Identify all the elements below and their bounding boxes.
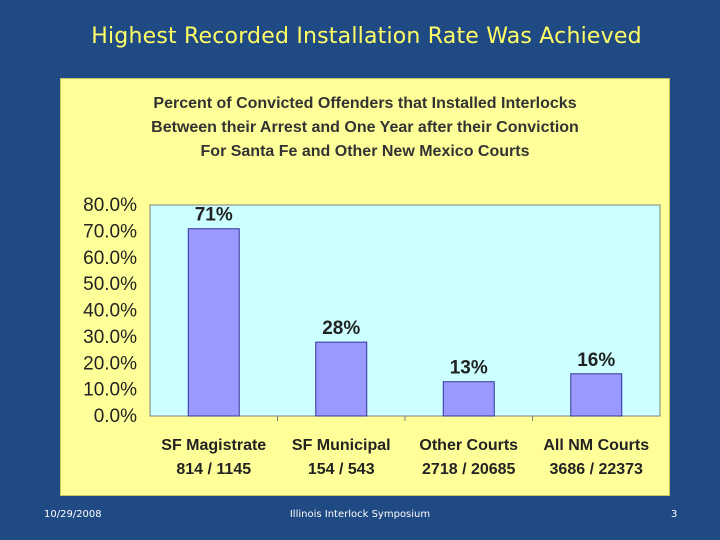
y-tick-label: 80.0% <box>83 195 137 216</box>
slide-title: Highest Recorded Installation Rate Was A… <box>91 24 642 49</box>
y-tick-label: 40.0% <box>83 301 137 322</box>
category-counts-label: 2718 / 20685 <box>422 461 516 478</box>
y-tick-label: 10.0% <box>83 380 137 401</box>
category-counts-label: 154 / 543 <box>308 461 375 478</box>
y-tick-label: 0.0% <box>94 406 137 427</box>
y-tick-label: 50.0% <box>83 274 137 295</box>
bar <box>187 228 240 417</box>
category-counts-label: 3686 / 22373 <box>550 461 644 478</box>
footer-date: 10/29/2008 <box>44 509 102 520</box>
bar <box>442 381 495 417</box>
y-tick-label: 60.0% <box>83 248 137 269</box>
data-label: 71% <box>195 205 233 226</box>
data-label: 16% <box>577 350 615 371</box>
bar <box>315 341 368 417</box>
y-tick-label: 20.0% <box>83 353 137 374</box>
chart-title-line-2: Between their Arrest and One Year after … <box>151 119 579 136</box>
category-label: Other Courts <box>419 437 518 454</box>
footer-event-name: Illinois Interlock Symposium <box>289 509 431 520</box>
data-label: 13% <box>450 358 488 379</box>
y-tick-label: 70.0% <box>83 221 137 242</box>
category-label: All NM Courts <box>543 437 649 454</box>
y-tick-label: 30.0% <box>83 327 137 348</box>
category-label: SF Municipal <box>292 437 391 454</box>
category-counts-label: 814 / 1145 <box>176 461 251 478</box>
chart-title-line-1: Percent of Convicted Offenders that Inst… <box>153 95 577 112</box>
bar <box>570 373 623 417</box>
data-label: 28% <box>322 318 360 339</box>
chart-title-line-3: For Santa Fe and Other New Mexico Courts <box>200 143 530 160</box>
chart-title: Percent of Convicted Offenders that Inst… <box>60 92 670 164</box>
page-number: 3 <box>671 509 678 520</box>
category-label: SF Magistrate <box>161 437 266 454</box>
